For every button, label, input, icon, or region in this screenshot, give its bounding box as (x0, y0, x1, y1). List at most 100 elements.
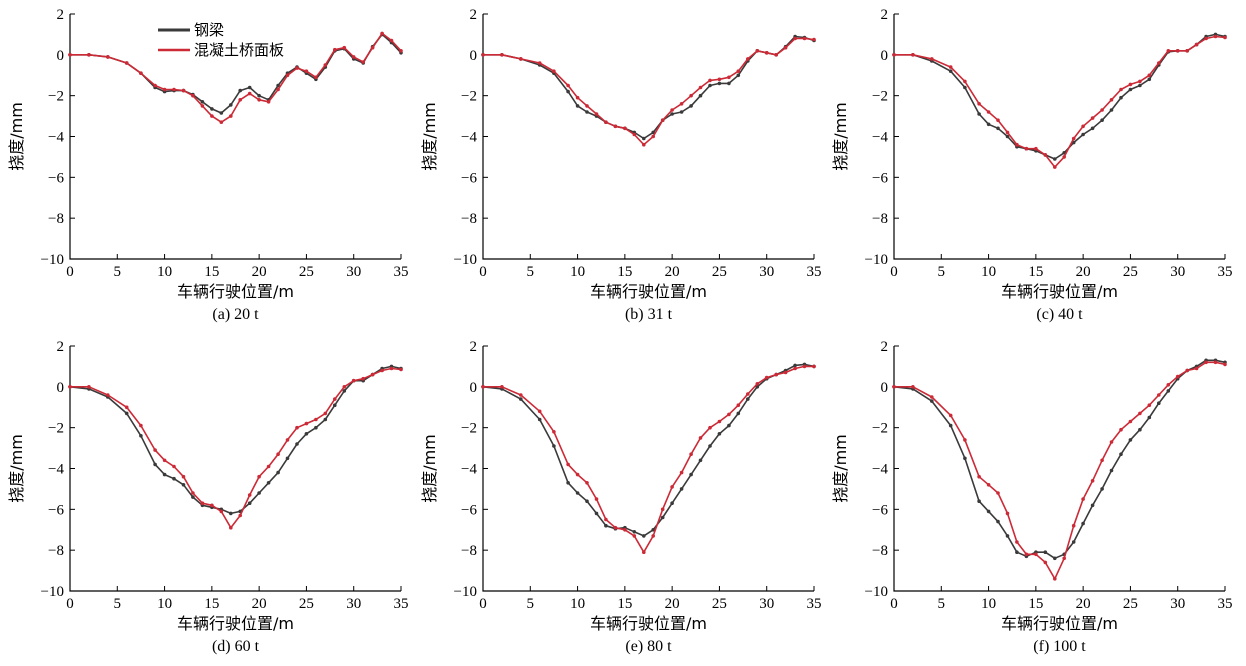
y-tick-label: 0 (881, 48, 889, 64)
x-tick-label: 30 (346, 596, 361, 612)
y-tick-label: −6 (461, 502, 477, 518)
data-point (153, 83, 157, 88)
data-point (276, 452, 280, 457)
data-point (537, 417, 542, 422)
data-point (1175, 374, 1180, 379)
data-point (1119, 452, 1123, 457)
data-point (986, 483, 991, 487)
data-point (1005, 130, 1010, 135)
data-point (106, 393, 110, 397)
data-point (323, 417, 328, 422)
x-tick-label: 5 (527, 264, 535, 280)
data-point (1204, 360, 1208, 365)
data-point (295, 425, 299, 430)
data-point (812, 37, 816, 42)
data-point (162, 472, 167, 477)
data-point (1005, 511, 1010, 516)
x-tick-label: 30 (1170, 596, 1185, 612)
data-point (717, 419, 722, 424)
data-point (370, 372, 375, 377)
y-tick-label: 2 (57, 339, 65, 355)
y-tick-label: 0 (470, 380, 478, 396)
data-point (304, 432, 309, 436)
data-point (1119, 427, 1123, 432)
data-point (660, 118, 665, 122)
data-point (1090, 503, 1095, 508)
data-point (746, 392, 750, 396)
data-point (200, 104, 205, 108)
data-point (670, 485, 674, 489)
data-point (996, 118, 1000, 122)
data-point (708, 444, 712, 448)
data-point (266, 100, 271, 104)
data-point (552, 430, 556, 434)
data-point (219, 120, 224, 124)
data-point (304, 69, 309, 73)
data-point (717, 81, 722, 86)
x-axis-label: 车辆行驶位置/m (1001, 614, 1118, 633)
x-tick-label: 15 (1028, 596, 1043, 612)
data-point (963, 79, 967, 84)
data-point (727, 81, 731, 86)
data-point (304, 421, 309, 426)
data-point (642, 534, 646, 538)
data-point (124, 411, 129, 416)
x-tick-label: 20 (1076, 596, 1091, 612)
data-point (1157, 61, 1161, 65)
data-point (948, 413, 953, 418)
x-tick-label: 15 (204, 264, 219, 280)
data-point (1015, 142, 1019, 147)
data-point (500, 385, 504, 389)
data-point (314, 417, 318, 422)
data-point (1005, 534, 1010, 538)
y-tick-label: −2 (461, 421, 477, 437)
data-point (200, 501, 205, 506)
data-point (783, 45, 788, 50)
data-point (1204, 36, 1208, 41)
data-point (1166, 49, 1171, 53)
data-point (219, 111, 224, 115)
data-point (594, 497, 599, 501)
y-tick-label: −2 (48, 89, 64, 105)
y-tick-label: −4 (48, 130, 64, 146)
x-tick-label: 15 (617, 264, 632, 280)
data-point (1128, 82, 1133, 87)
data-point (670, 112, 674, 116)
x-tick-label: 35 (1218, 596, 1233, 612)
data-point (986, 509, 991, 514)
y-tick-label: −8 (48, 211, 64, 227)
data-point (537, 61, 542, 65)
data-point (1090, 479, 1095, 483)
x-tick-label: 20 (1076, 264, 1091, 280)
data-point (689, 452, 693, 457)
x-tick-label: 25 (299, 264, 314, 280)
x-tick-label: 10 (157, 596, 172, 612)
y-tick-label: −10 (865, 252, 888, 268)
data-point (1081, 521, 1085, 526)
data-point (585, 104, 589, 108)
y-tick-label: −6 (48, 502, 64, 518)
data-point (717, 77, 722, 82)
x-tick-label: 30 (1170, 264, 1185, 280)
data-point (342, 389, 347, 393)
data-point (351, 378, 356, 383)
y-tick-label: −10 (41, 584, 64, 600)
data-point (642, 136, 646, 141)
x-tick-label: 20 (665, 596, 680, 612)
data-point (566, 89, 570, 94)
data-point (229, 511, 233, 516)
data-point (1109, 440, 1114, 444)
y-axis-label: 挠度/mm (420, 102, 439, 171)
data-point (1043, 550, 1048, 554)
x-tick-label: 25 (712, 264, 727, 280)
data-point (1166, 389, 1171, 393)
data-point (930, 395, 934, 399)
legend-label: 混凝土桥面板 (194, 41, 284, 59)
x-tick-label: 25 (712, 596, 727, 612)
data-point (314, 75, 318, 80)
data-point (1090, 126, 1095, 131)
data-point (389, 38, 394, 43)
y-tick-label: −8 (461, 543, 477, 559)
data-point (285, 456, 290, 461)
